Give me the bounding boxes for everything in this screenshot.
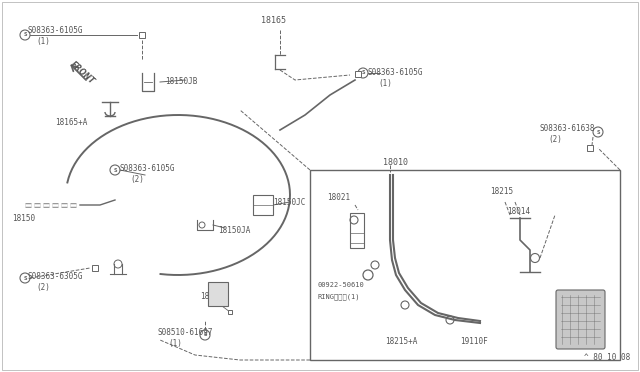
Text: 18150JB: 18150JB [165,77,197,86]
Text: S08363-61638: S08363-61638 [540,124,595,133]
Bar [253,195,273,215]
Text: S: S [23,276,27,280]
Text: 18150JC: 18150JC [273,198,305,207]
Text: 18021: 18021 [327,193,350,202]
Text: 19110F: 19110F [460,337,488,346]
Text: S08363-6105G: S08363-6105G [120,164,175,173]
Text: S: S [361,71,365,76]
Bar [208,282,228,306]
Text: ^ 80 10 08: ^ 80 10 08 [584,353,630,362]
Text: 18156: 18156 [200,292,223,301]
Text: S08363-6105G: S08363-6105G [368,68,424,77]
Text: RINGリング(1): RINGリング(1) [318,293,360,299]
Text: (2): (2) [548,135,562,144]
Text: (2): (2) [130,175,144,184]
Bar [310,170,620,360]
Text: 18150: 18150 [12,214,35,223]
Bar [587,145,593,151]
Text: 18165: 18165 [261,16,286,25]
Text: (1): (1) [168,339,182,348]
Bar [350,213,364,248]
Text: 18215: 18215 [490,187,513,196]
Text: S: S [596,129,600,135]
Text: 18010: 18010 [383,158,408,167]
Text: S: S [23,32,27,38]
Text: S08363-6105G: S08363-6105G [28,26,83,35]
Text: 18165+A: 18165+A [55,118,88,127]
Bar [139,32,145,38]
Text: (1): (1) [378,79,392,88]
Text: S: S [204,333,207,337]
Text: FRONT: FRONT [68,60,96,86]
Text: (2): (2) [36,283,50,292]
Text: S: S [113,167,116,173]
Text: 00922-50610: 00922-50610 [318,282,365,288]
Bar [92,265,98,271]
Bar [355,71,361,77]
Text: S08510-61697: S08510-61697 [158,328,214,337]
Text: 18150JA: 18150JA [218,226,250,235]
Text: S08363-6305G: S08363-6305G [28,272,83,281]
FancyBboxPatch shape [556,290,605,349]
Text: 18014: 18014 [507,207,530,216]
Bar [228,310,232,314]
Text: (1): (1) [36,37,50,46]
Text: 18215+A: 18215+A [385,337,417,346]
